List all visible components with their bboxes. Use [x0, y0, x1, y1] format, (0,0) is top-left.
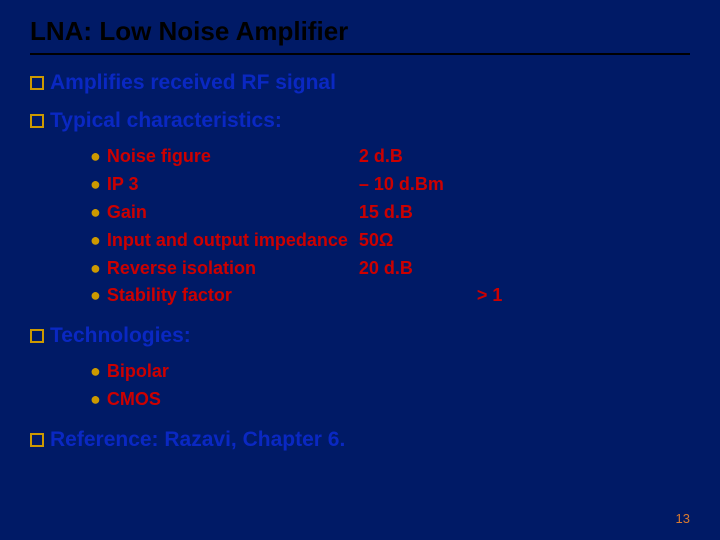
list-item: ●Input and output impedance50Ω	[90, 227, 690, 255]
list-item: ●CMOS	[90, 386, 690, 414]
hollow-square-bullet-icon	[30, 329, 44, 343]
item-value-2: > 1	[477, 282, 503, 310]
item-value: – 10 d.Bm	[359, 171, 444, 199]
bullet-dot-icon: ●	[90, 143, 101, 171]
bullet-dot-icon: ●	[90, 255, 101, 283]
bullet-dot-icon: ●	[90, 358, 101, 386]
item-label: Input and output impedance	[107, 227, 359, 255]
item-value: 15 d.B	[359, 199, 413, 227]
bullet-dot-icon: ●	[90, 386, 101, 414]
item-label: IP 3	[107, 171, 359, 199]
section-text: Technologies:	[50, 324, 191, 347]
list-item: ●IP 3– 10 d.Bm	[90, 171, 690, 199]
slide-title: LNA: Low Noise Amplifier	[30, 16, 690, 47]
section-text: Amplifies received RF signal	[50, 71, 336, 94]
section-text: Typical characteristics:	[50, 109, 282, 132]
section-text: Reference: Razavi, Chapter 6.	[50, 428, 345, 451]
section-heading: Typical characteristics:	[30, 109, 690, 133]
list-item: ●Stability factor > 1	[90, 282, 690, 310]
section-heading: Technologies:	[30, 324, 690, 348]
title-rule	[30, 53, 690, 55]
item-value: 50Ω	[359, 227, 393, 255]
item-label: Bipolar	[107, 358, 169, 386]
item-label: Reverse isolation	[107, 255, 359, 283]
sub-list: ●Noise figure2 d.B●IP 3– 10 d.Bm●Gain15 …	[90, 143, 690, 310]
hollow-square-bullet-icon	[30, 76, 44, 90]
section-heading: Reference: Razavi, Chapter 6.	[30, 428, 690, 452]
item-label: Noise figure	[107, 143, 359, 171]
sub-list: ●Bipolar●CMOS	[90, 358, 690, 414]
bullet-dot-icon: ●	[90, 199, 101, 227]
section-heading: Amplifies received RF signal	[30, 71, 690, 95]
list-item: ●Bipolar	[90, 358, 690, 386]
list-item: ●Noise figure2 d.B	[90, 143, 690, 171]
hollow-square-bullet-icon	[30, 433, 44, 447]
bullet-dot-icon: ●	[90, 171, 101, 199]
item-value: 20 d.B	[359, 255, 413, 283]
page-number: 13	[676, 511, 690, 526]
item-label: Stability factor	[107, 282, 359, 310]
bullet-dot-icon: ●	[90, 282, 101, 310]
list-item: ●Gain15 d.B	[90, 199, 690, 227]
bullet-dot-icon: ●	[90, 227, 101, 255]
item-label: Gain	[107, 199, 359, 227]
item-value: 2 d.B	[359, 143, 403, 171]
item-label: CMOS	[107, 386, 161, 414]
list-item: ●Reverse isolation20 d.B	[90, 255, 690, 283]
hollow-square-bullet-icon	[30, 114, 44, 128]
